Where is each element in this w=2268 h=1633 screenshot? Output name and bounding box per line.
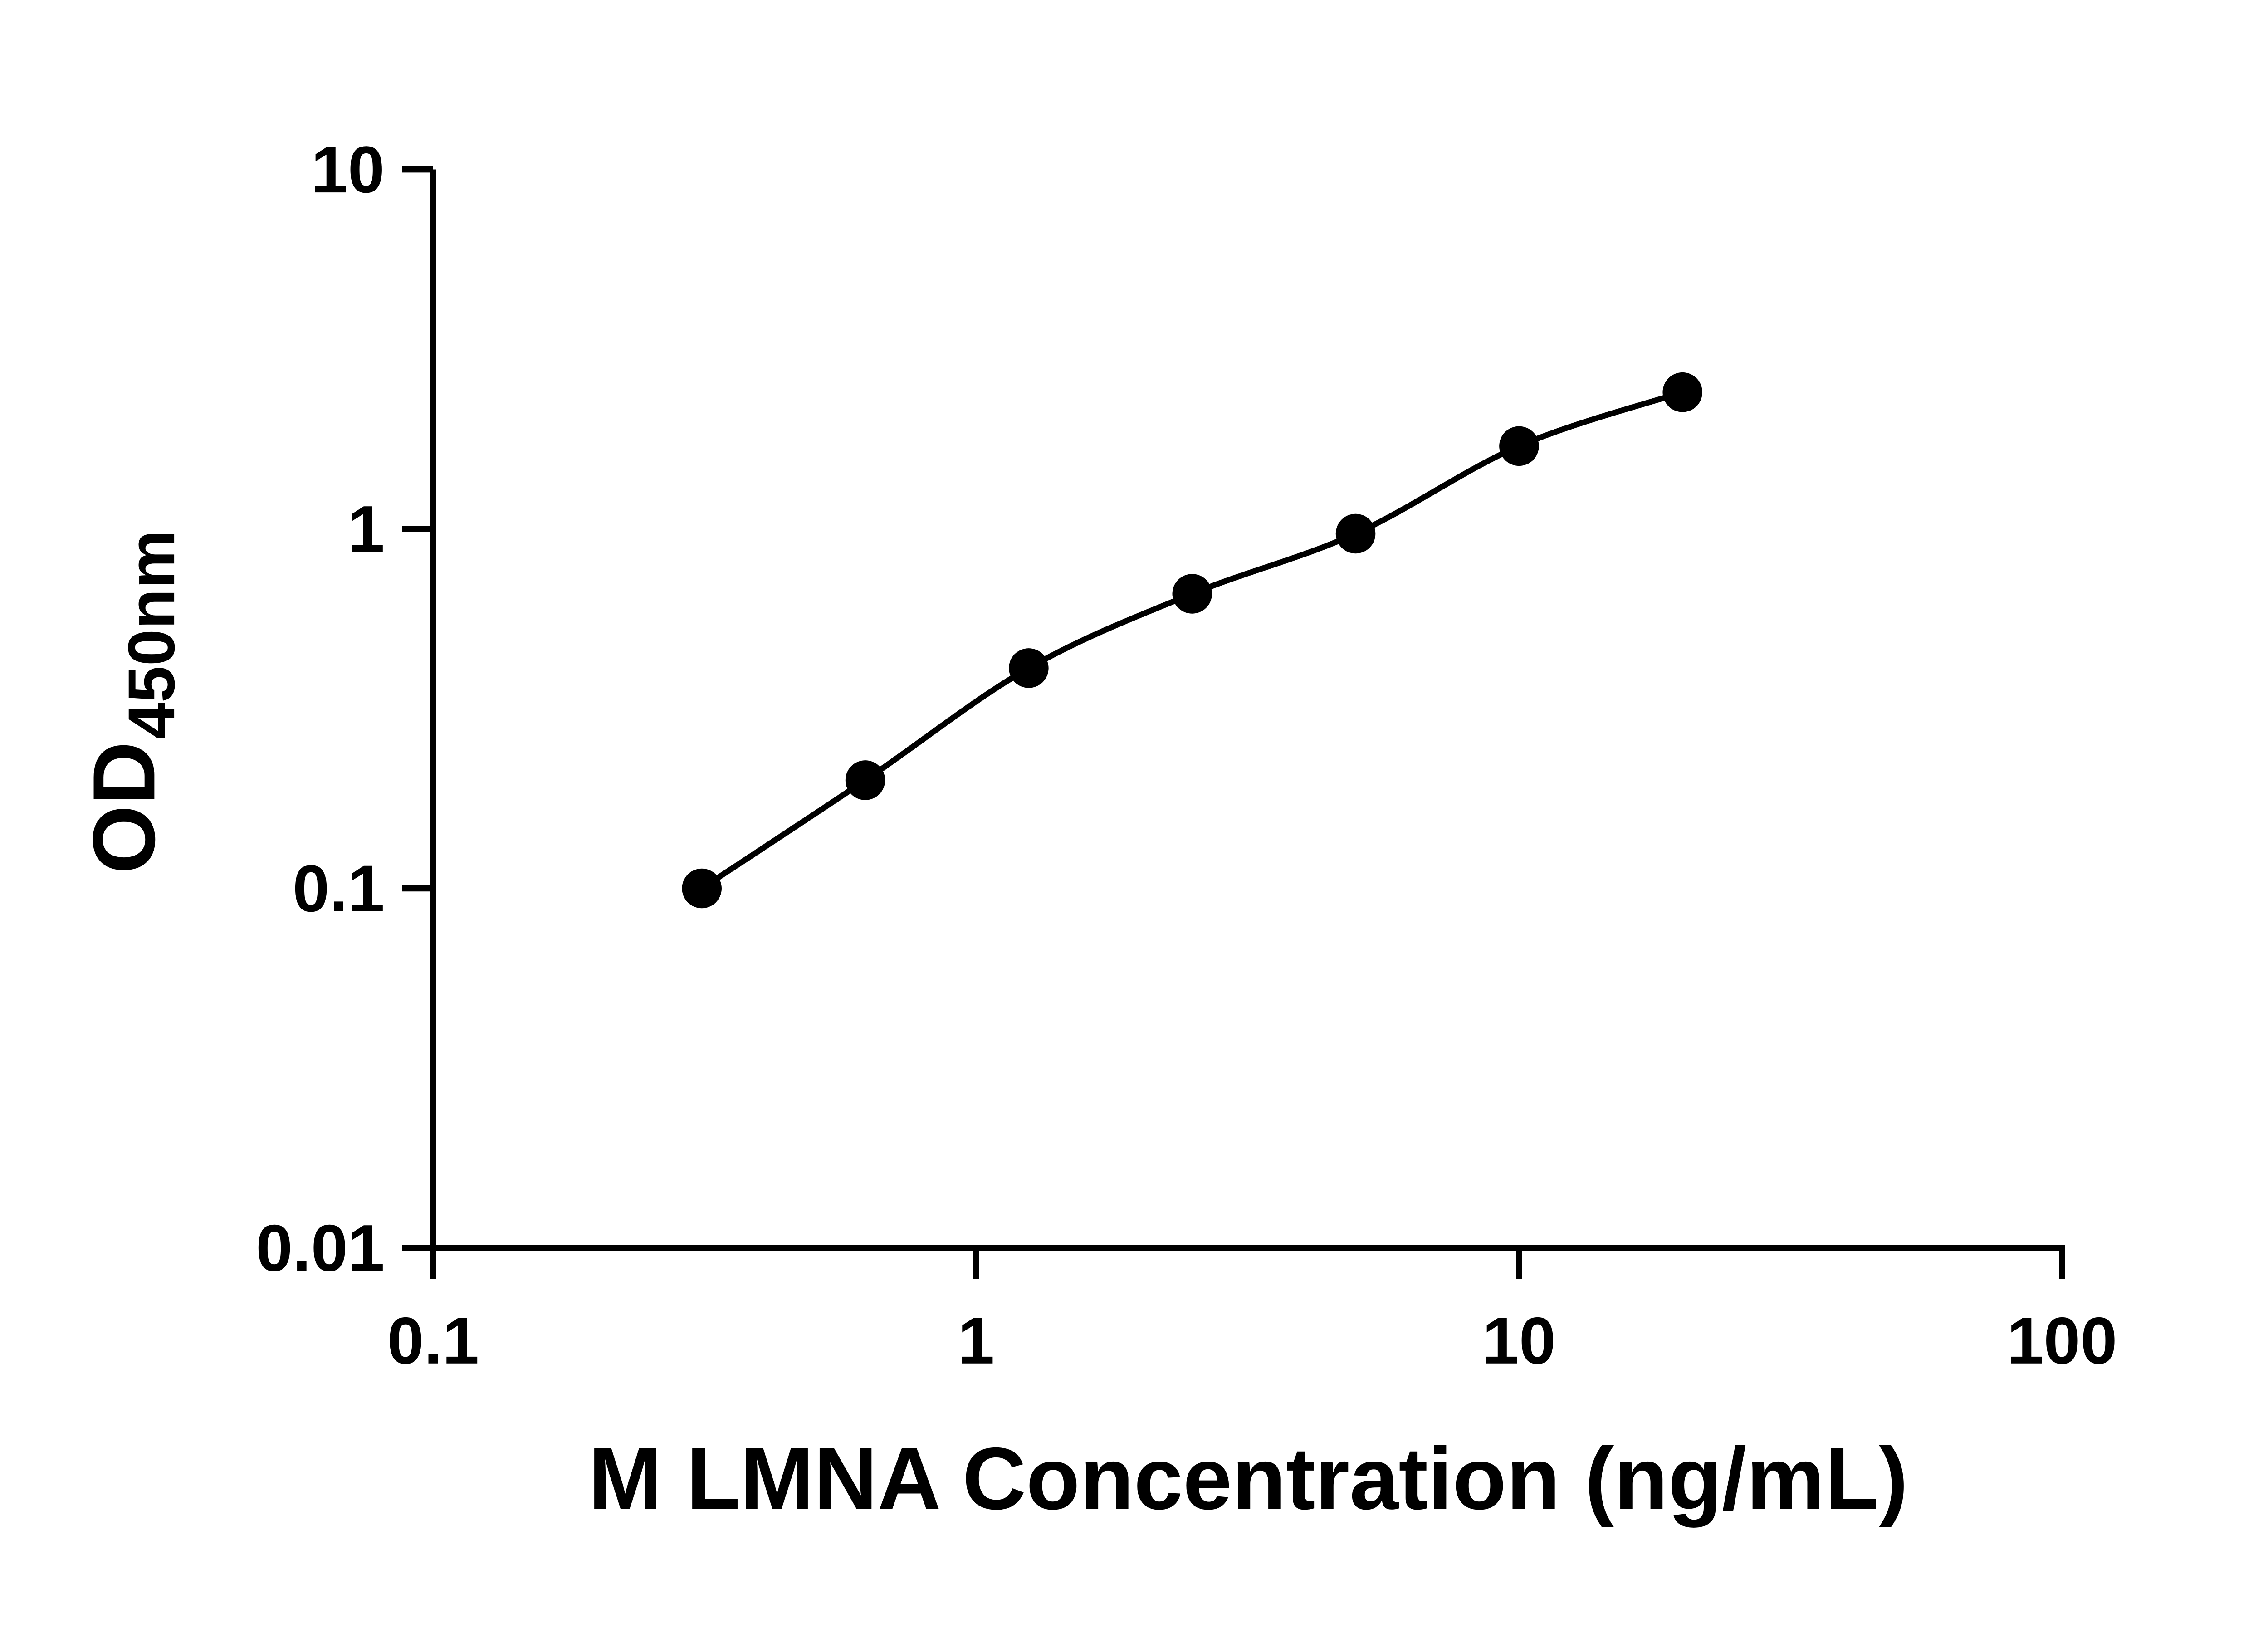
data-point xyxy=(1009,648,1049,688)
y-tick-label: 0.01 xyxy=(256,1211,385,1285)
x-tick-label: 0.1 xyxy=(387,1304,479,1378)
x-tick-label: 1 xyxy=(958,1304,994,1378)
fit-curve xyxy=(700,389,1684,891)
y-tick-label: 1 xyxy=(348,492,385,566)
y-tick-label: 10 xyxy=(311,132,385,206)
y-tick-label: 0.1 xyxy=(293,851,385,925)
data-point xyxy=(845,760,885,800)
data-point xyxy=(682,868,722,909)
axes xyxy=(430,169,2065,1251)
y-axis-title-main: OD xyxy=(75,742,173,874)
x-tick-label: 100 xyxy=(2007,1304,2117,1378)
data-point xyxy=(1662,372,1702,412)
data-series xyxy=(682,372,1702,909)
data-point xyxy=(1499,426,1539,466)
data-point xyxy=(1335,513,1376,554)
y-axis-title: OD 450nm xyxy=(75,530,188,874)
data-point xyxy=(1172,574,1212,614)
x-axis-title: M LMNA Concentration (ng/mL) xyxy=(588,1430,1908,1528)
tick-marks xyxy=(402,166,2065,1279)
y-axis-title-subscript: 450nm xyxy=(114,530,188,739)
x-tick-label: 10 xyxy=(1482,1304,1556,1378)
